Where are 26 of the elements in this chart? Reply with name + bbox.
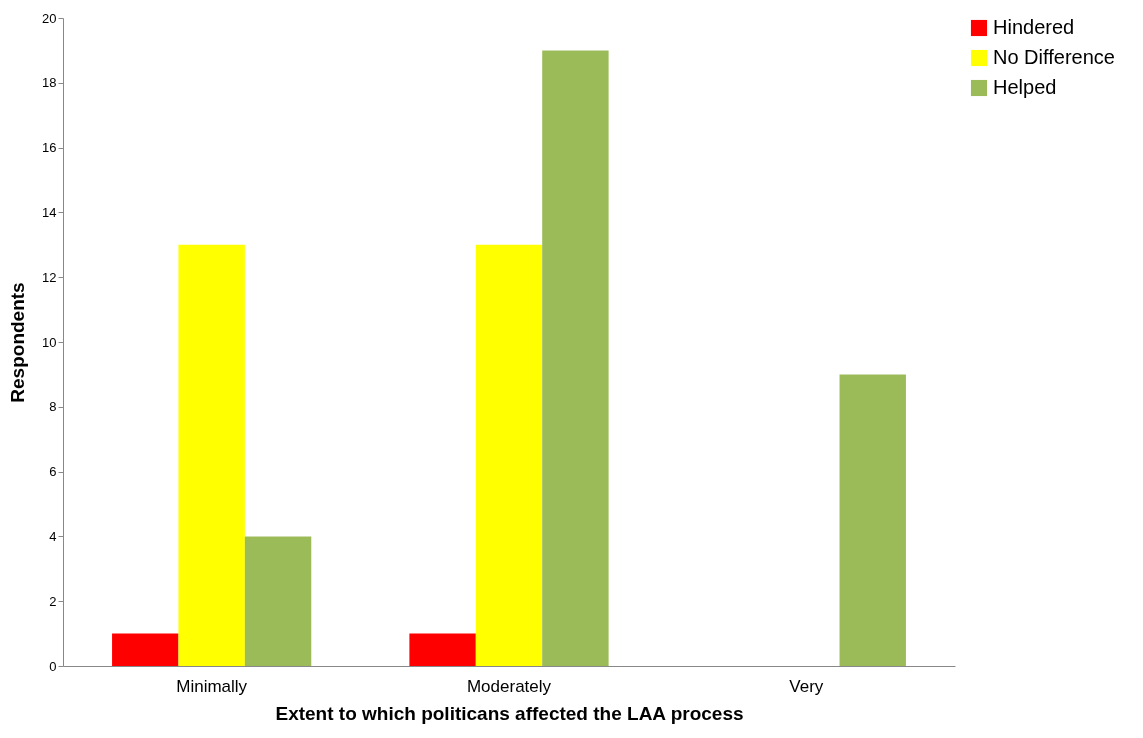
y-tick-label: 16 (42, 140, 57, 156)
x-tick-label: Very (789, 676, 824, 696)
y-tick-label: 20 (42, 10, 57, 26)
bar (244, 536, 312, 666)
bar (839, 374, 906, 666)
y-tick-label: 4 (49, 528, 57, 544)
legend-label: Hindered (993, 16, 1075, 38)
y-tick-label: 6 (49, 464, 57, 480)
x-tick-label: Minimally (176, 676, 248, 696)
bar (409, 633, 476, 666)
bar (542, 50, 609, 666)
y-axis-title: Respondents (7, 282, 29, 403)
bar (112, 633, 179, 666)
y-tick-label: 8 (49, 399, 57, 415)
bar (178, 244, 245, 666)
y-tick-label: 2 (49, 593, 57, 609)
y-tick-label: 14 (42, 204, 57, 220)
y-tick-label: 12 (42, 269, 57, 285)
y-tick-label: 18 (42, 75, 57, 91)
x-axis-title: Extent to which politicans affected the LAA process (275, 702, 744, 724)
y-tick-label: 0 (49, 658, 57, 674)
legend-label: No Difference (993, 46, 1115, 68)
y-tick-label: 10 (42, 334, 57, 350)
bar (475, 244, 543, 666)
legend-label: Helped (993, 76, 1057, 98)
x-tick-label: Moderately (466, 676, 552, 696)
